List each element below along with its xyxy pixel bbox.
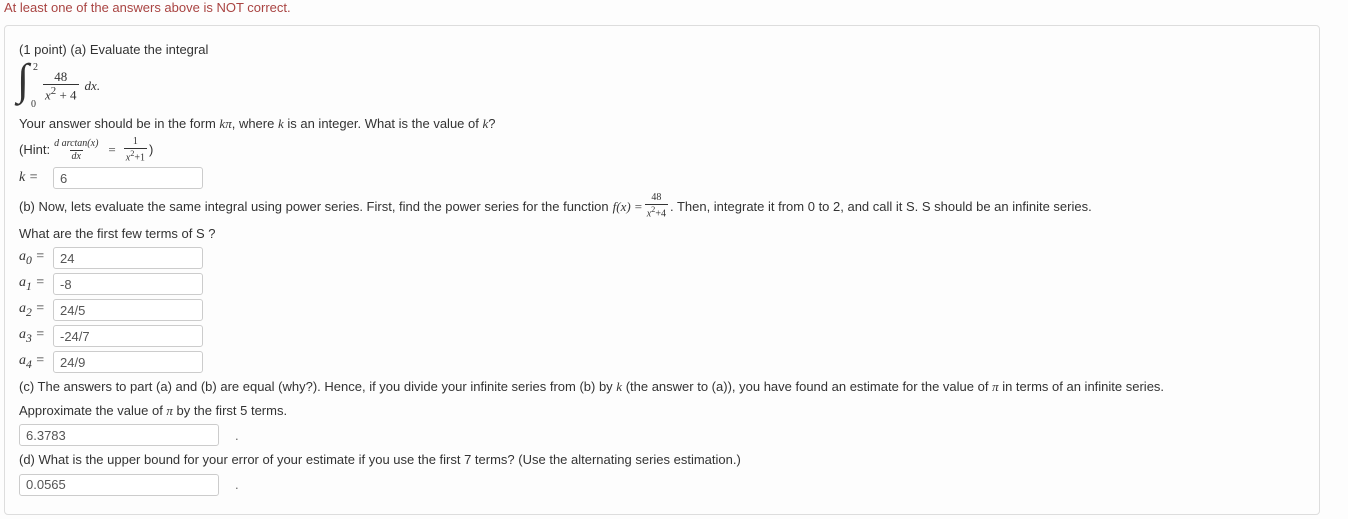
part-b-fraction: 48 x2+4 (645, 193, 668, 219)
term-row-a3: a3 = (19, 325, 1305, 347)
integral-upper: 2 (33, 62, 38, 73)
part-a-intro: (1 point) (a) Evaluate the integral (19, 40, 1305, 60)
part-c-line2: Approximate the value of π by the first … (19, 401, 1305, 421)
part-d-dot: . (235, 477, 239, 492)
part-c-text: (c) The answers to part (a) and (b) are … (19, 377, 1305, 397)
term-row-a1: a1 = (19, 273, 1305, 295)
part-c-input[interactable] (19, 424, 219, 446)
term-input-a3[interactable] (53, 325, 203, 347)
problem-container: (1 point) (a) Evaluate the integral ∫ 2 … (4, 25, 1320, 515)
term-row-a2: a2 = (19, 299, 1305, 321)
term-input-a2[interactable] (53, 299, 203, 321)
part-a-hint: (Hint: d arctan(x) dx = 1 x2+1 ) (19, 137, 1305, 163)
dx-label: dx. (85, 78, 101, 94)
part-a-form-hint: Your answer should be in the form kπ, wh… (19, 114, 1305, 134)
integrand-fraction: 48 x2 + 4 (43, 70, 79, 101)
term-input-a1[interactable] (53, 273, 203, 295)
term-label-a2: a2 = (19, 301, 53, 319)
k-answer-row: k = (19, 167, 1305, 189)
part-d-input[interactable] (19, 474, 219, 496)
integral-lower: 0 (31, 99, 36, 110)
term-input-a0[interactable] (53, 247, 203, 269)
term-row-a0: a0 = (19, 247, 1305, 269)
part-b-text: (b) Now, lets evaluate the same integral… (19, 193, 1305, 219)
term-row-a4: a4 = (19, 351, 1305, 373)
integral-display: ∫ 2 0 48 x2 + 4 dx. (19, 66, 100, 106)
term-label-a0: a0 = (19, 249, 53, 267)
integrand-denominator: x2 + 4 (43, 84, 79, 101)
part-d-text: (d) What is the upper bound for your err… (19, 450, 1305, 470)
term-label-a3: a3 = (19, 327, 53, 345)
part-b-question2: What are the first few terms of S ? (19, 224, 1305, 244)
part-a-intro-text: (a) Evaluate the integral (70, 42, 208, 57)
part-c-dot: . (235, 428, 239, 443)
term-label-a1: a1 = (19, 275, 53, 293)
hint-lhs: d arctan(x) dx (52, 139, 100, 162)
error-banner: At least one of the answers above is NOT… (0, 0, 1348, 21)
k-input[interactable] (53, 167, 203, 189)
part-c-answer-row: . (19, 424, 1305, 446)
term-input-a4[interactable] (53, 351, 203, 373)
hint-rhs: 1 x2+1 (124, 137, 147, 163)
integrand-numerator: 48 (52, 70, 69, 84)
term-label-a4: a4 = (19, 353, 53, 371)
k-label: k = (19, 170, 53, 186)
integral-symbol: ∫ 2 0 (19, 66, 41, 106)
part-d-answer-row: . (19, 474, 1305, 496)
